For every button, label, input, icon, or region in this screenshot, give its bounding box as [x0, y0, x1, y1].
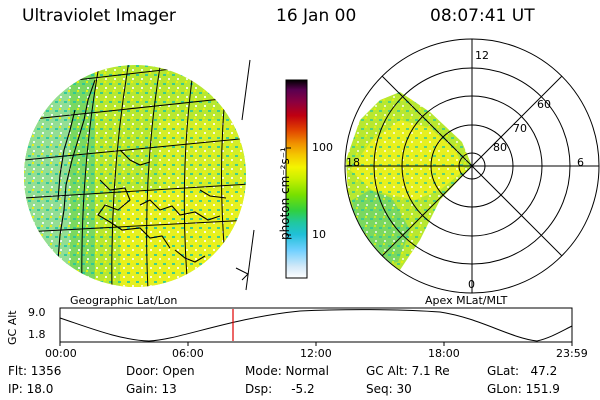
- colorbar-tick-10: 10: [312, 228, 326, 241]
- geographic-image: [24, 59, 255, 291]
- geo-panel-label: Geographic Lat/Lon: [70, 294, 178, 307]
- mlt-label-12: 12: [475, 49, 489, 62]
- info-flt: Flt: 1356: [8, 364, 62, 378]
- orbit-ytick-top: 9.0: [28, 306, 46, 319]
- info-glon: GLon: 151.9: [487, 382, 560, 396]
- orbit-xtick-0600: 06:00: [172, 347, 204, 360]
- info-gain: Gain: 13: [126, 382, 177, 396]
- orbit-plot: [59, 307, 573, 346]
- date-label: 16 Jan 00: [276, 6, 357, 26]
- orbit-xtick-1200: 12:00: [300, 347, 332, 360]
- orbit-ytick-bottom: 1.8: [28, 328, 46, 341]
- time-label: 08:07:41 UT: [430, 6, 535, 26]
- mlt-label-0: 0: [468, 278, 475, 291]
- lat-label-60: 60: [537, 98, 551, 111]
- lat-label-80: 80: [493, 141, 507, 154]
- info-gcalt: GC Alt: 7.1 Re: [366, 364, 450, 378]
- colorbar: [285, 79, 308, 279]
- orbit-xtick-1800: 18:00: [428, 347, 460, 360]
- info-dsp: Dsp: -5.2: [245, 382, 315, 396]
- lat-label-70: 70: [513, 122, 527, 135]
- orbit-xtick-0000: 00:00: [45, 347, 77, 360]
- info-ip: IP: 18.0: [8, 382, 54, 396]
- info-seq: Seq: 30: [366, 382, 412, 396]
- colorbar-unit-label: photon cm⁻²s⁻¹: [278, 147, 292, 240]
- info-door: Door: Open: [126, 364, 195, 378]
- app-title: Ultraviolet Imager: [22, 6, 176, 26]
- orbit-ylabel: GC Alt: [6, 310, 19, 345]
- mlt-label-18: 18: [346, 156, 360, 169]
- polar-panel-label: Apex MLat/MLT: [425, 294, 508, 307]
- info-mode: Mode: Normal: [245, 364, 329, 378]
- polar-plot: [344, 38, 600, 294]
- info-glat: GLat: 47.2: [487, 364, 558, 378]
- mlt-label-6: 6: [577, 156, 584, 169]
- orbit-xtick-2359: 23:59: [556, 347, 588, 360]
- colorbar-tick-100: 100: [312, 141, 333, 154]
